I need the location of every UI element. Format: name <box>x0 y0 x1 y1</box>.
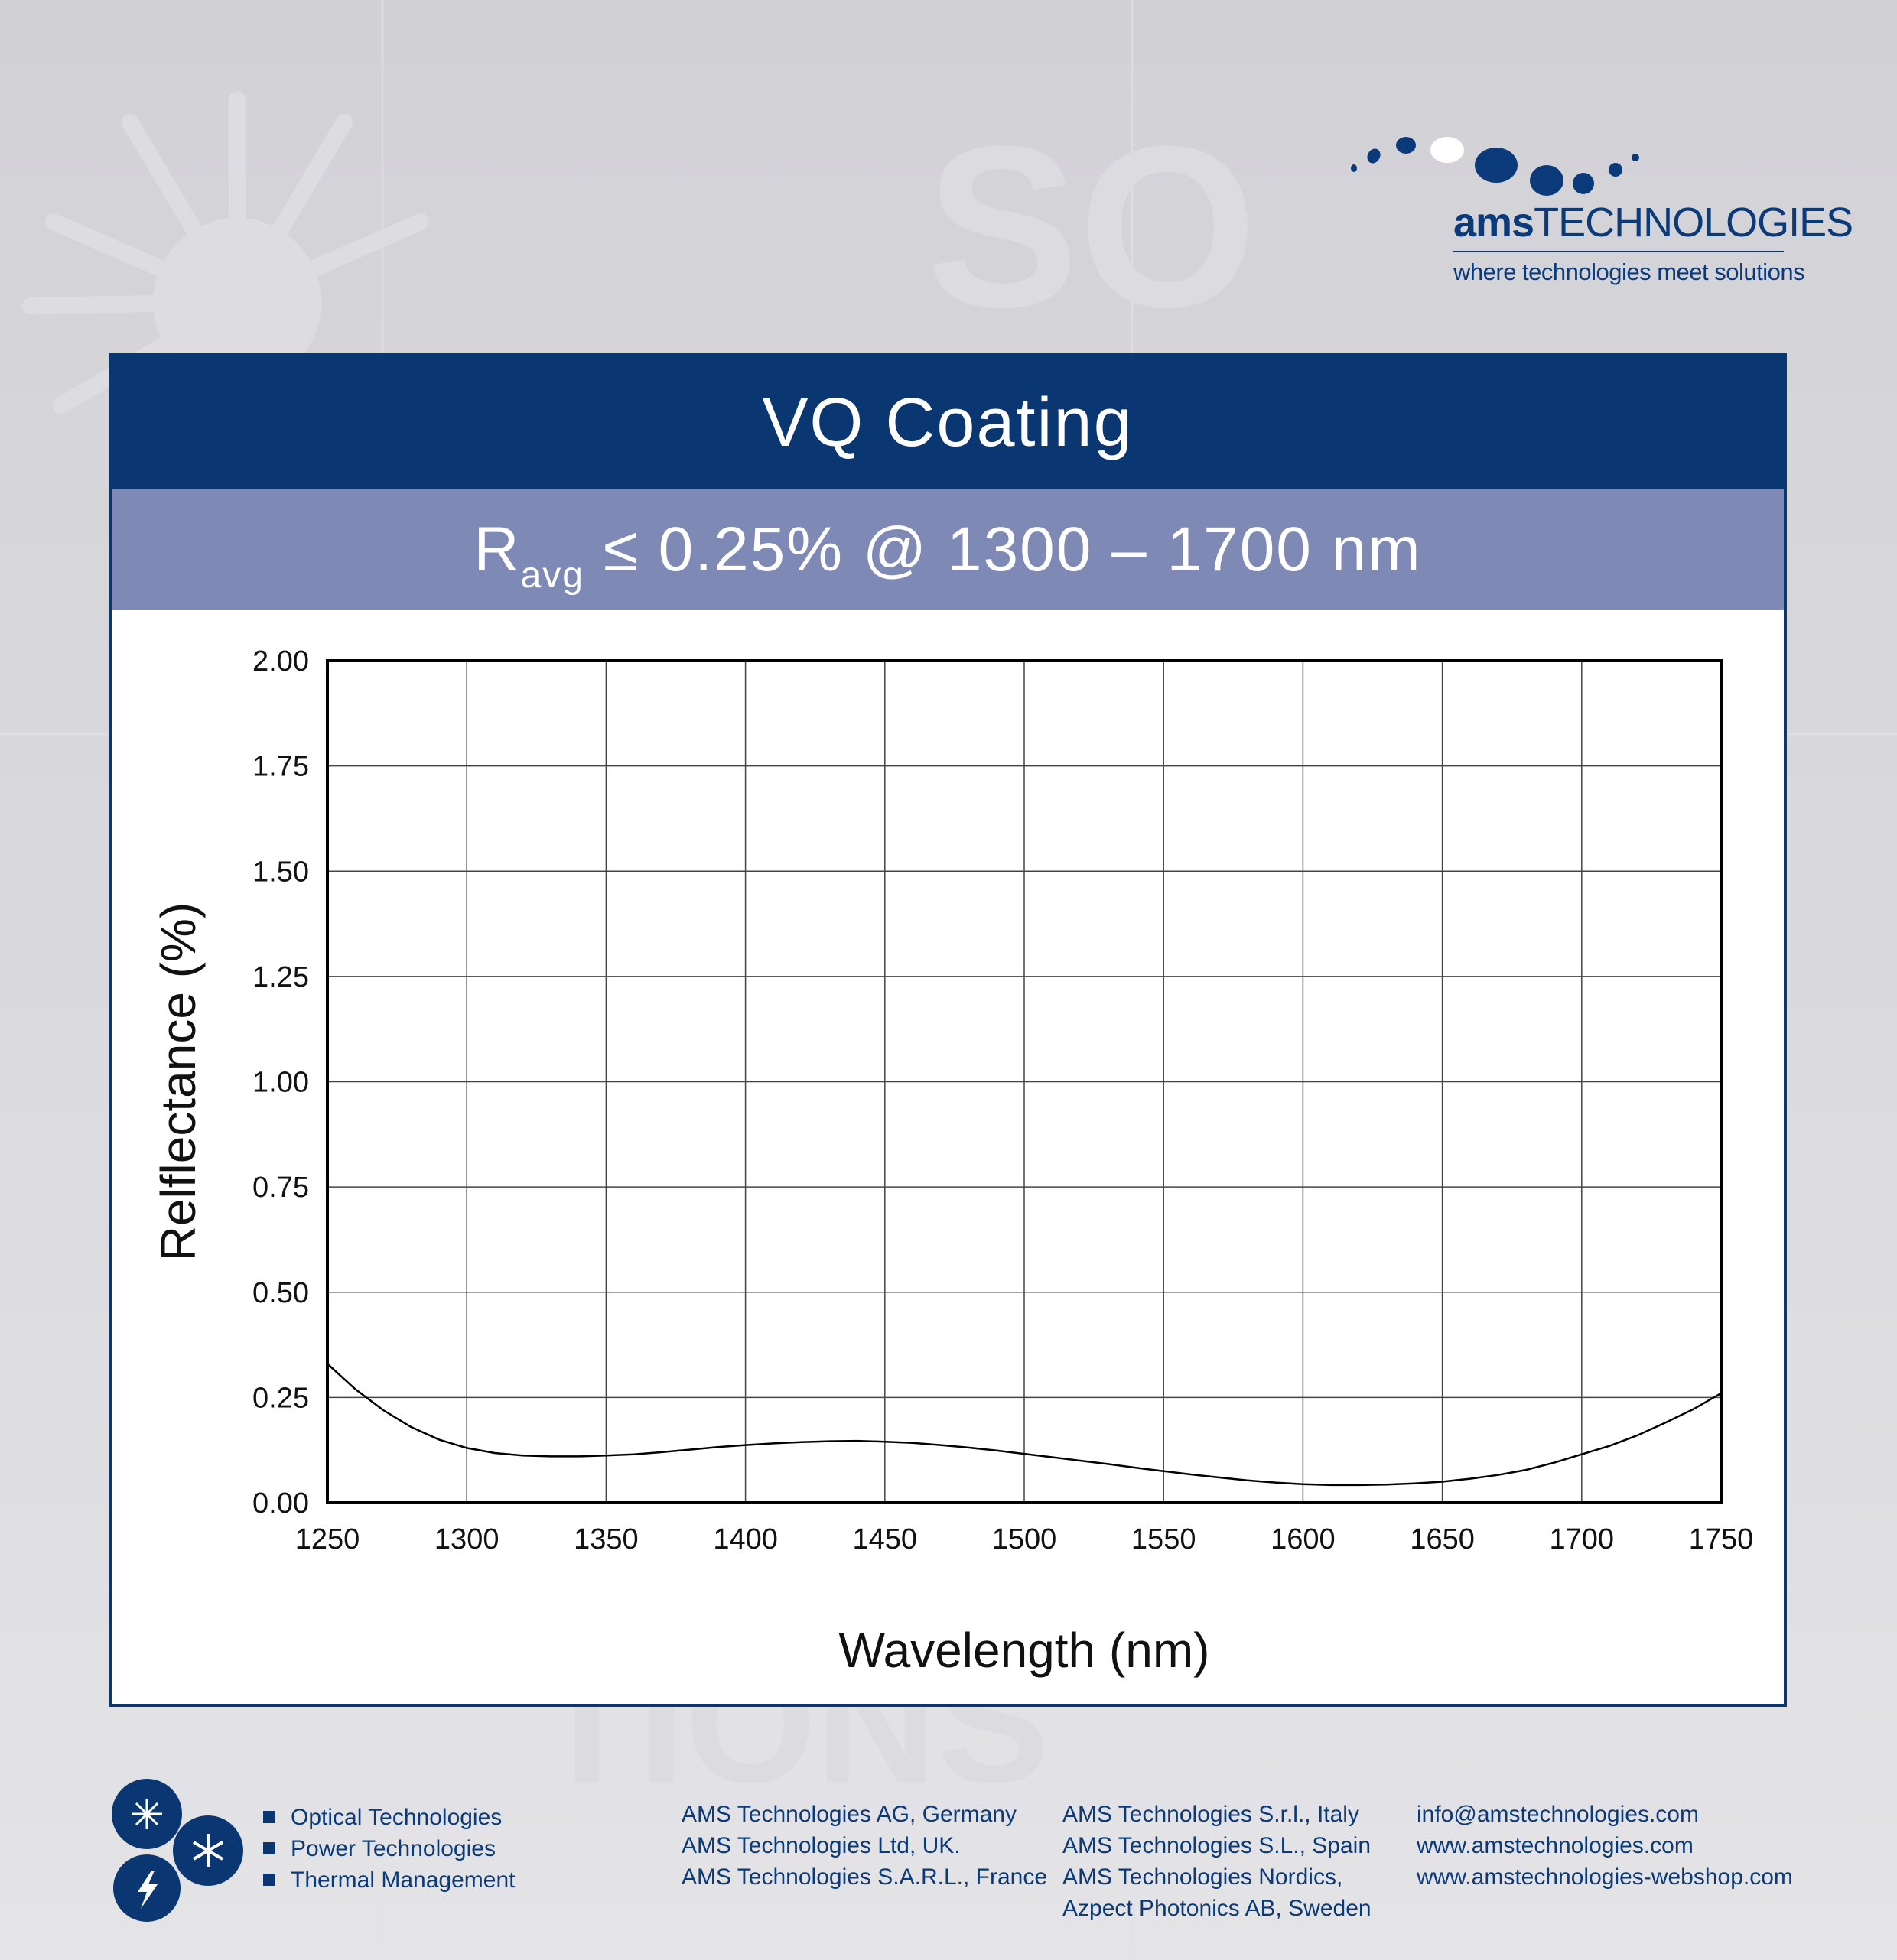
bullet-icon <box>263 1842 275 1854</box>
office-item: AMS Technologies Nordics, <box>1062 1864 1343 1890</box>
office-item: AMS Technologies AG, Germany <box>682 1802 1017 1827</box>
snowflake-icon <box>192 1834 224 1867</box>
website-link[interactable]: www.amstechnologies.com <box>1417 1833 1694 1858</box>
logo-divider <box>1453 251 1784 252</box>
webshop-link[interactable]: www.amstechnologies-webshop.com <box>1417 1864 1793 1890</box>
logo-dots-icon <box>1351 137 1639 196</box>
office-item: AMS Technologies S.r.l., Italy <box>1062 1802 1359 1827</box>
y-tick-label: 1.00 <box>252 1067 309 1099</box>
y-tick-labels: 0.00 0.25 0.50 0.75 1.00 1.25 1.50 1.75 2.00 <box>252 645 309 1520</box>
y-tick-label: 0.75 <box>252 1172 309 1204</box>
reflectance-curve <box>327 1363 1722 1487</box>
office-item: Azpect Photonics AB, Sweden <box>1062 1896 1372 1921</box>
x-tick-label: 1650 <box>1410 1523 1475 1555</box>
offices-list-1: AMS Technologies AG, Germany AMS Technol… <box>682 1799 1047 1893</box>
x-tick-label: 1550 <box>1131 1523 1196 1555</box>
chart-subtitle: Ravg ≤ 0.25% @ 1300 – 1700 nm <box>112 489 1784 610</box>
x-tick-label: 1400 <box>713 1523 778 1555</box>
y-tick-label: 0.00 <box>252 1487 309 1520</box>
x-tick-label: 1500 <box>992 1523 1057 1555</box>
logo-wordmark-regular: TECHNOLOGIES <box>1534 200 1853 245</box>
chart-panel: VQ Coating Ravg ≤ 0.25% @ 1300 – 1700 nm <box>109 353 1787 1707</box>
bullet-icon <box>263 1874 275 1886</box>
technology-badge-icon <box>112 1779 243 1922</box>
subtitle-symbol: R <box>473 515 521 584</box>
x-tick-label: 1300 <box>434 1523 499 1555</box>
segment-item[interactable]: Optical Technologies <box>263 1802 515 1833</box>
logo-tagline: where technologies meet solutions <box>1453 258 1805 285</box>
y-axis-label: Relflectance (%) <box>151 902 206 1262</box>
y-tick-label: 2.00 <box>252 645 309 678</box>
sun-icon <box>132 1799 162 1829</box>
chart-title: VQ Coating <box>112 356 1784 489</box>
logo-wordmark: amsTECHNOLOGIES <box>1453 199 1853 246</box>
y-tick-label: 1.75 <box>252 751 309 783</box>
contact-list: info@amstechnologies.com www.amstechnolo… <box>1417 1799 1793 1893</box>
y-tick-label: 0.25 <box>252 1382 309 1414</box>
segment-item[interactable]: Thermal Management <box>263 1864 515 1896</box>
x-tick-label: 1750 <box>1689 1523 1754 1555</box>
segment-item[interactable]: Power Technologies <box>263 1833 515 1864</box>
y-tick-label: 0.50 <box>252 1277 309 1309</box>
x-tick-label: 1700 <box>1550 1523 1615 1555</box>
x-tick-label: 1450 <box>853 1523 918 1555</box>
subtitle-subscript: avg <box>520 555 584 596</box>
office-item: AMS Technologies S.L., Spain <box>1062 1833 1372 1858</box>
svg-text:SO: SO <box>926 98 1257 355</box>
y-tick-label: 1.50 <box>252 856 309 888</box>
office-item: AMS Technologies S.A.R.L., France <box>682 1864 1048 1890</box>
subtitle-condition: ≤ 0.25% @ 1300 – 1700 nm <box>603 515 1422 584</box>
x-tick-label: 1600 <box>1271 1523 1336 1555</box>
reflectance-chart: 1250 1300 1350 1400 1450 1500 1550 1600 1650 1700… <box>151 645 1754 1678</box>
logo-wordmark-bold: ams <box>1453 200 1534 245</box>
grid-layer <box>327 660 1722 1503</box>
x-tick-labels: 1250 1300 1350 1400 1450 1500 1550 1600 1650 1700… <box>295 1523 1754 1555</box>
bullet-icon <box>263 1811 275 1823</box>
curve-layer <box>327 1363 1722 1487</box>
x-tick-label: 1350 <box>574 1523 639 1555</box>
lightning-icon <box>138 1871 158 1909</box>
y-tick-label: 1.25 <box>252 961 309 993</box>
offices-list-2: AMS Technologies S.r.l., Italy AMS Techn… <box>1062 1799 1372 1924</box>
footer: Optical Technologies Power Technologies … <box>0 1767 1897 1960</box>
email-link[interactable]: info@amstechnologies.com <box>1417 1802 1699 1827</box>
plot-frame <box>326 659 1723 1504</box>
x-tick-label: 1250 <box>295 1523 360 1555</box>
x-axis-label: Wavelength (nm) <box>839 1623 1210 1678</box>
office-item: AMS Technologies Ltd, UK. <box>682 1833 961 1858</box>
company-logo[interactable]: amsTECHNOLOGIES where technologies meet … <box>1346 122 1853 291</box>
segments-list: Optical Technologies Power Technologies … <box>263 1802 515 1896</box>
